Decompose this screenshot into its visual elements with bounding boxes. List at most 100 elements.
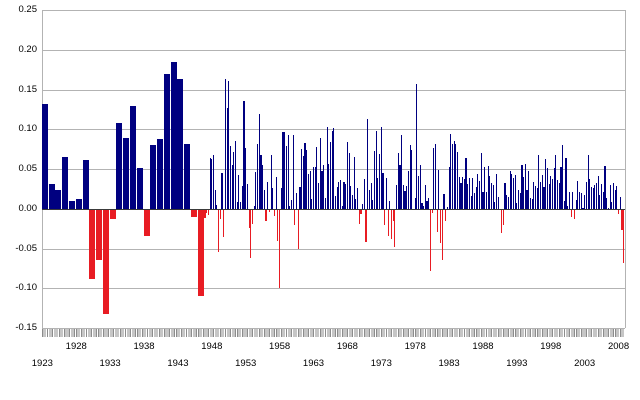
- bar-1992Q1: [509, 170, 511, 209]
- bar-2007Q4: [616, 185, 618, 209]
- bar-1951Q4: [236, 201, 238, 209]
- bar-2003Q1: [584, 195, 586, 209]
- bar-1956Q1: [265, 209, 267, 221]
- bar-1956Q2: [267, 181, 269, 209]
- bar-1983Q3: [451, 144, 454, 209]
- gridline: [41, 169, 625, 170]
- bar-1974Q2: [389, 200, 391, 209]
- y-axis-tick-label: 0.00: [18, 202, 38, 214]
- bar-1968Q1: [346, 141, 348, 209]
- bar-1955Q2: [260, 155, 262, 209]
- bar-1980Q1: [428, 198, 430, 209]
- y-axis-tick-label: -0.15: [15, 322, 37, 333]
- bar-2003Q2: [585, 181, 587, 209]
- bar-1983Q1: [448, 166, 450, 209]
- bar-1992Q2: [511, 173, 513, 209]
- bar-1951Q2: [233, 152, 235, 209]
- bar-1998Q1: [550, 176, 552, 209]
- bar-1954Q4: [257, 144, 259, 209]
- bar-1961Q4: [304, 142, 306, 209]
- bar-1958Q4: [284, 131, 286, 209]
- bar-2006Q4: [609, 184, 611, 209]
- bar-1979Q2: [423, 205, 425, 209]
- gridline: [41, 49, 625, 51]
- y-axis-tick-label: 0.10: [18, 123, 38, 135]
- bar-1988Q1: [482, 192, 484, 209]
- bar-1997Q3: [546, 168, 548, 209]
- bar-2003Q3: [587, 155, 589, 209]
- x-axis-tick-label: 1958: [269, 341, 291, 352]
- bar-1970Q3: [363, 179, 365, 209]
- bar-1993Q1: [516, 203, 518, 209]
- bar-1945: [191, 209, 197, 217]
- gridline: [41, 129, 625, 131]
- bar-1973Q2: [382, 172, 384, 209]
- x-axis-tick-label: 1983: [438, 358, 460, 369]
- bar-1985Q1: [462, 176, 464, 209]
- bar-1959Q2: [287, 134, 289, 209]
- bar-1956Q3: [268, 209, 270, 212]
- bar-2002Q2: [579, 192, 581, 209]
- x-axis-tick-label: 1938: [133, 341, 155, 352]
- bar-1999Q1: [556, 180, 559, 209]
- bar-1982Q2: [443, 194, 445, 209]
- bar-1973Q1: [380, 126, 382, 209]
- bar-1969Q1: [353, 157, 355, 209]
- bar-1965Q3: [329, 141, 331, 209]
- bar-1962Q1: [306, 149, 308, 209]
- bar-1948Q3: [214, 190, 216, 209]
- x-axis-tick-label: 1948: [201, 341, 223, 352]
- bar-1985Q3: [465, 157, 467, 209]
- x-axis-tick-label: 1923: [31, 358, 53, 369]
- bar-1982Q1: [441, 209, 443, 260]
- bar-1996Q3: [540, 181, 542, 209]
- bar-1943: [177, 79, 184, 209]
- bar-2002Q4: [582, 207, 584, 209]
- bar-1996Q4: [541, 175, 543, 209]
- bar-1988Q3: [485, 192, 487, 209]
- bar-1990Q4: [501, 209, 503, 233]
- bar-2008Q4: [623, 209, 625, 263]
- bar-1980Q3: [431, 209, 433, 213]
- bar-1983Q2: [450, 134, 452, 209]
- bar-1947Q1: [204, 209, 206, 219]
- bar-1949Q4: [223, 209, 225, 237]
- bar-1956Q4: [270, 154, 272, 209]
- bar-1972Q4: [379, 153, 381, 209]
- bar-1947Q4: [209, 157, 211, 209]
- bar-1946: [197, 209, 204, 297]
- bar-1966Q1: [333, 127, 335, 209]
- bar-1977Q3: [411, 149, 413, 209]
- bar-1979Q3: [424, 184, 426, 209]
- gridline: [41, 328, 625, 329]
- bar-1950Q1: [224, 79, 226, 209]
- bar-1991Q3: [506, 195, 508, 209]
- bar-1989Q1: [489, 176, 491, 209]
- bar-1963Q2: [314, 167, 316, 209]
- bar-1932: [102, 209, 109, 314]
- bar-1966Q3: [336, 187, 338, 209]
- bar-1961Q1: [299, 187, 301, 209]
- x-axis-tick-label: 2003: [574, 358, 596, 369]
- bar-1994Q3: [526, 189, 528, 209]
- bar-2001Q1: [570, 209, 572, 218]
- bar-2004Q2: [592, 188, 594, 209]
- bar-1959Q1: [285, 145, 287, 209]
- y-axis-tick-label: 0.25: [18, 4, 38, 15]
- y-axis-tick-label: 0.05: [18, 163, 38, 174]
- bar-1972Q3: [377, 177, 379, 209]
- bar-1994Q2: [524, 164, 526, 209]
- bar-1926: [62, 157, 69, 209]
- bar-1982Q4: [446, 207, 448, 209]
- bar-1998Q4: [555, 155, 557, 209]
- x-axis-tick-label: 1943: [167, 358, 189, 369]
- bar-2005Q4: [602, 192, 604, 209]
- bar-1955Q4: [263, 189, 265, 209]
- bar-1963Q3: [316, 146, 318, 209]
- bar-1971Q3: [370, 183, 372, 209]
- bar-1963Q1: [312, 167, 315, 209]
- bar-1940: [157, 138, 164, 209]
- bar-1979Q4: [426, 200, 428, 209]
- bar-1937: [136, 168, 143, 209]
- bar-1994Q1: [523, 176, 525, 209]
